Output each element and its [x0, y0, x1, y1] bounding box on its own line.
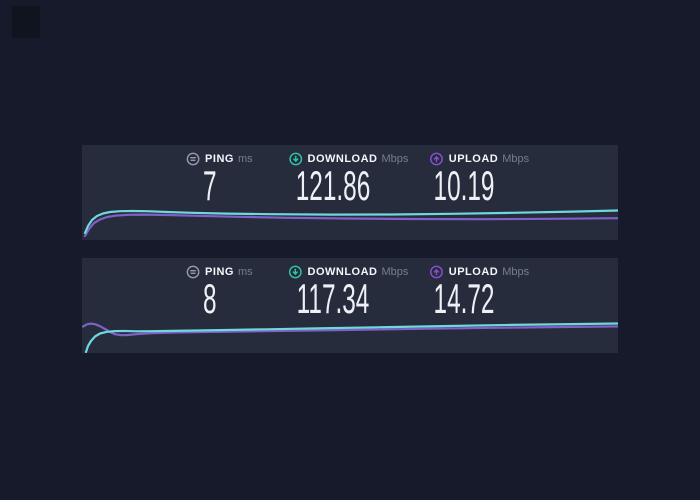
ping-unit: ms [237, 265, 253, 278]
ping-stat: PING ms 7 [186, 151, 253, 209]
download-label-row: DOWNLOAD Mbps [289, 264, 408, 279]
download-value: 117.34 [296, 275, 370, 322]
upload-label: UPLOAD [448, 152, 499, 165]
ping-gauge-icon [186, 152, 200, 165]
upload-unit: Mbps [502, 265, 530, 278]
download-stat: DOWNLOAD Mbps 117.34 [270, 264, 408, 322]
corner-artifact [12, 6, 40, 38]
upload-stat: UPLOAD Mbps 14.72 [411, 264, 529, 322]
ping-unit: ms [237, 152, 253, 165]
ping-label: PING [205, 265, 234, 278]
download-line [84, 322, 618, 353]
download-label: DOWNLOAD [307, 152, 378, 165]
upload-label-row: UPLOAD Mbps [430, 264, 529, 279]
upload-arrow-icon [430, 265, 444, 278]
upload-unit: Mbps [502, 152, 530, 165]
download-value: 121.86 [295, 162, 371, 209]
upload-label-row: UPLOAD Mbps [430, 151, 529, 166]
ping-value: 7 [203, 162, 217, 209]
download-arrow-icon [289, 152, 302, 165]
speed-sparkline-chart [83, 209, 618, 238]
upload-value: 14.72 [433, 275, 495, 322]
upload-line [82, 322, 618, 337]
download-unit: Mbps [381, 265, 409, 278]
ping-label-row: PING ms [186, 151, 253, 166]
upload-label: UPLOAD [448, 265, 499, 278]
ping-gauge-icon [186, 265, 200, 278]
speed-sparkline-chart [82, 322, 618, 353]
download-label: DOWNLOAD [307, 265, 378, 278]
download-line [83, 209, 618, 235]
speedtest-result-panel-1: PING ms 7 DOWNLOAD Mbps 121.86 [82, 145, 618, 240]
upload-stat: UPLOAD Mbps 10.19 [411, 151, 529, 209]
upload-arrow-icon [430, 152, 444, 165]
upload-line [83, 213, 618, 238]
ping-value: 8 [203, 275, 217, 322]
download-unit: Mbps [381, 152, 409, 165]
download-arrow-icon [289, 265, 302, 278]
speedtest-result-panel-2: PING ms 8 DOWNLOAD Mbps 117.34 [82, 258, 618, 353]
download-label-row: DOWNLOAD Mbps [289, 151, 408, 166]
ping-label-row: PING ms [186, 264, 253, 279]
ping-stat: PING ms 8 [186, 264, 253, 322]
ping-label: PING [205, 152, 234, 165]
upload-value: 10.19 [433, 162, 495, 209]
download-stat: DOWNLOAD Mbps 121.86 [269, 151, 408, 209]
